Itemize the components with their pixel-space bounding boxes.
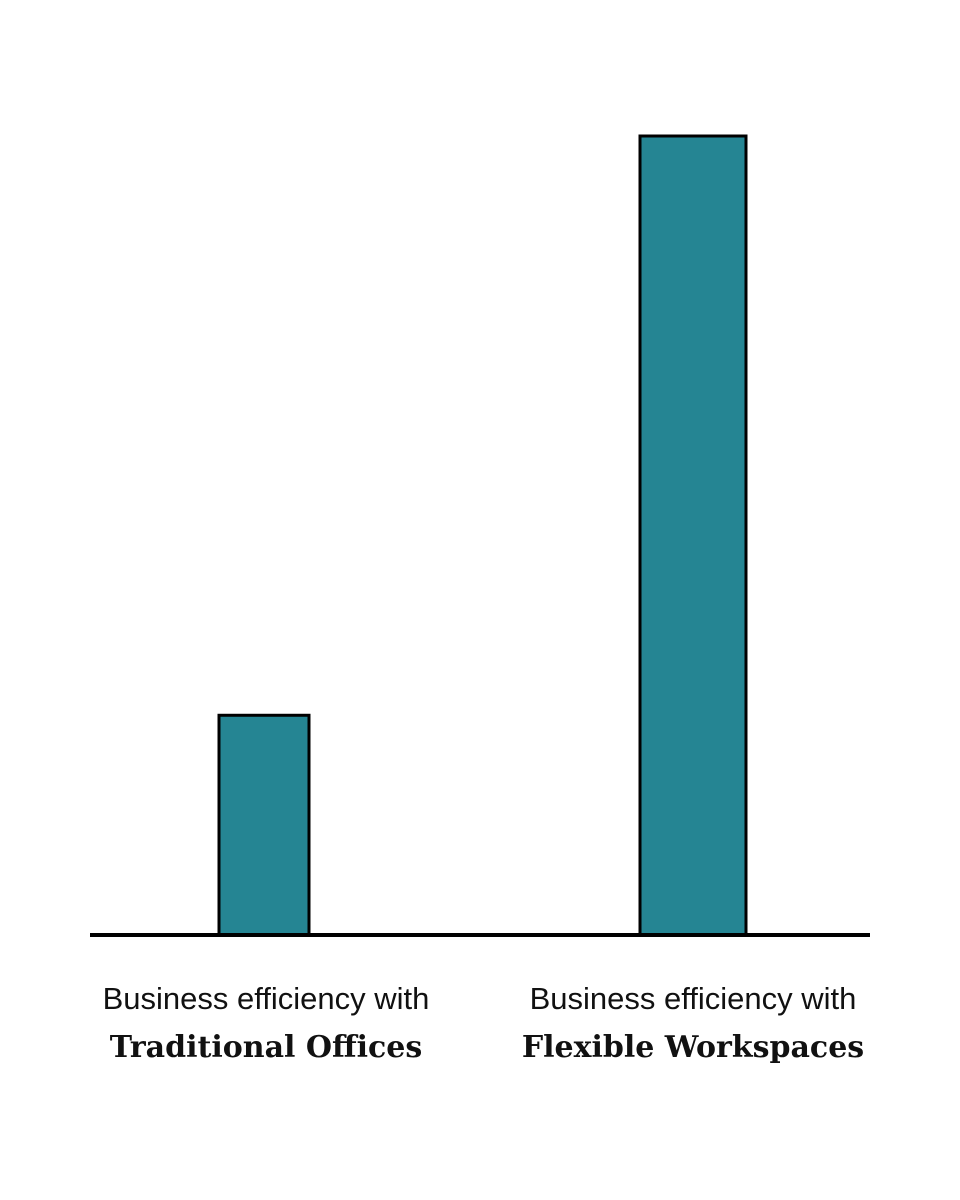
category-label-line2: Traditional Offices xyxy=(110,1030,423,1065)
category-label-line1: Business efficiency with xyxy=(103,981,430,1016)
category-label-line2: Flexible Workspaces xyxy=(522,1030,864,1065)
bars-group xyxy=(217,134,748,937)
category-label-traditional-offices: Business efficiency with Traditional Off… xyxy=(103,981,430,1065)
bar-traditional-offices xyxy=(217,713,311,937)
bar-flexible-workspaces xyxy=(638,134,748,937)
category-label-line1: Business efficiency with xyxy=(530,981,857,1016)
category-label-flexible-workspaces: Business efficiency with Flexible Worksp… xyxy=(522,981,864,1065)
